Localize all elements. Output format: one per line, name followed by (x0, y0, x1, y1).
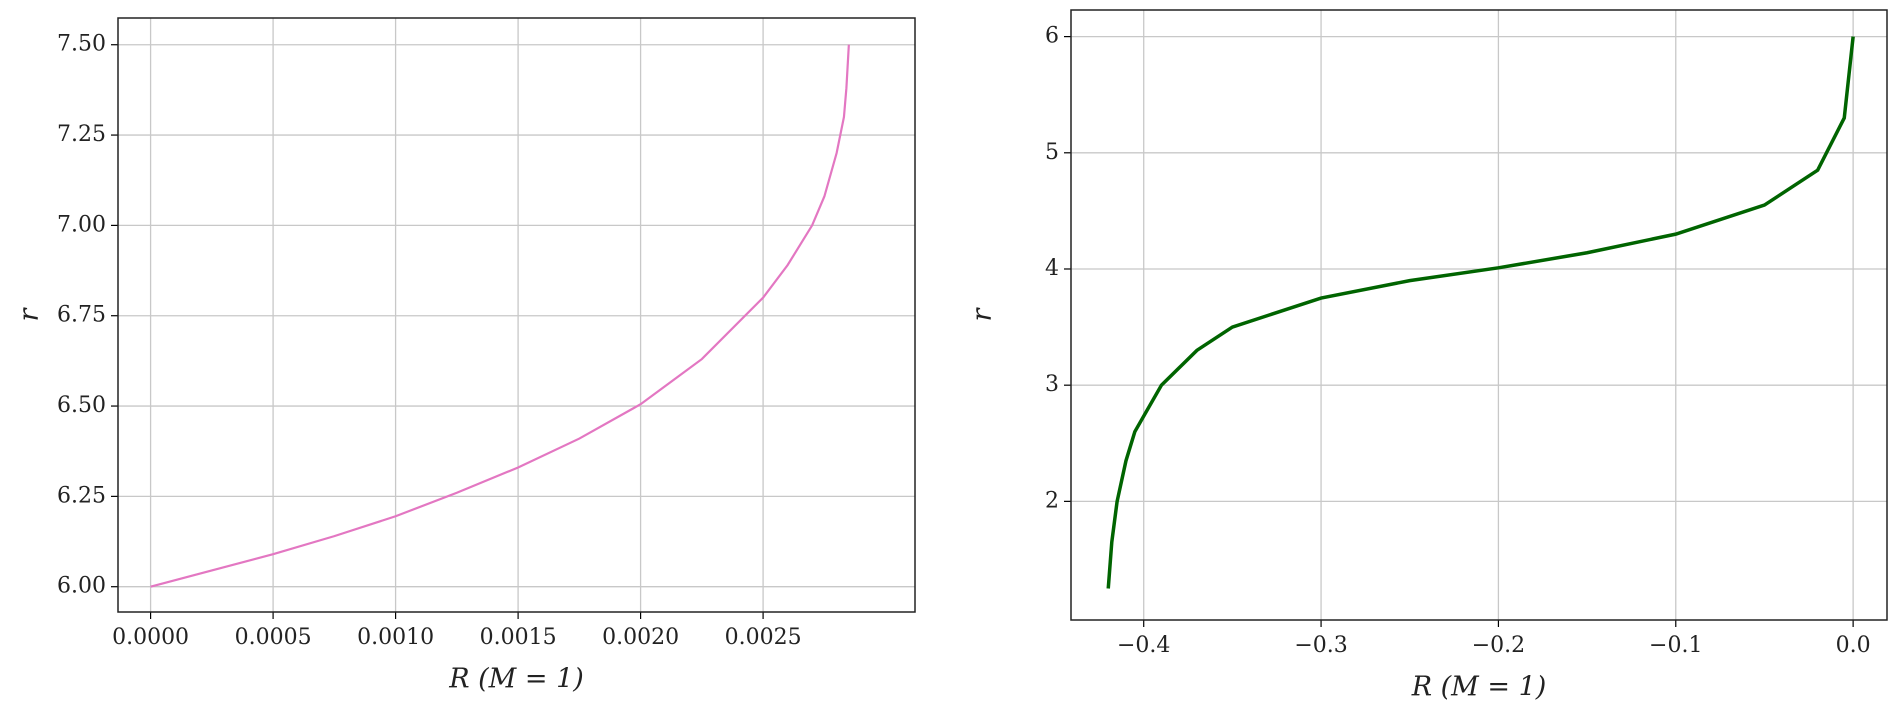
y-axis-label: r (14, 306, 45, 321)
y-tick-label: 5 (1045, 140, 1059, 165)
x-tick-label: 0.0010 (357, 625, 434, 650)
line (150, 44, 850, 588)
y-tick-label: 6.50 (57, 393, 106, 418)
y-tick-label: 6.25 (57, 483, 106, 508)
plot-frame (1070, 9, 1888, 621)
x-tick-label: −0.2 (1472, 633, 1525, 658)
y-tick-label: 3 (1045, 372, 1059, 397)
x-tick-label: 0.0005 (235, 625, 312, 650)
line (1106, 36, 1855, 589)
x-tick-label: 0.0020 (602, 625, 679, 650)
x-axis-label: R (M = 1) (448, 664, 584, 695)
y-tick-label: 7.25 (57, 122, 106, 147)
x-tick-label: −0.1 (1649, 633, 1702, 658)
y-axis-label: r (967, 306, 998, 321)
y-tick-label: 4 (1045, 256, 1059, 281)
x-tick-label: −0.4 (1117, 633, 1170, 658)
x-tick-label: 0.0 (1836, 633, 1871, 658)
x-tick-label: −0.3 (1294, 633, 1347, 658)
y-tick-label: 2 (1045, 488, 1059, 513)
y-tick-label: 7.00 (57, 212, 106, 237)
y-tick-label: 6.75 (57, 303, 106, 328)
x-tick-label: 0.0015 (480, 625, 557, 650)
y-tick-label: 6 (1045, 24, 1059, 49)
y-tick-label: 6.00 (57, 574, 106, 599)
plot-frame (117, 17, 916, 613)
x-tick-label: 0.0025 (725, 625, 802, 650)
x-tick-label: 0.0000 (112, 625, 189, 650)
y-tick-label: 7.50 (57, 32, 106, 57)
x-axis-label: R (M = 1) (1411, 672, 1547, 703)
